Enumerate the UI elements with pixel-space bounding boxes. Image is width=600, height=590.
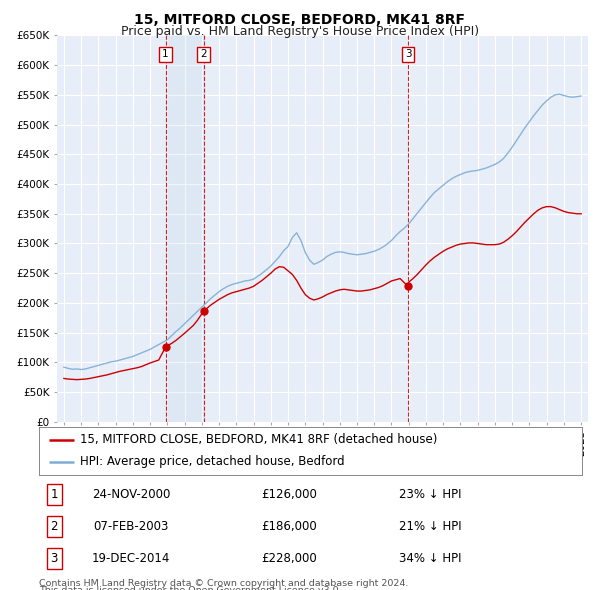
Text: 21% ↓ HPI: 21% ↓ HPI xyxy=(398,520,461,533)
Text: £126,000: £126,000 xyxy=(261,488,317,501)
Text: 1: 1 xyxy=(50,488,58,501)
Bar xyxy=(166,35,203,422)
Text: 3: 3 xyxy=(50,552,58,565)
Text: Contains HM Land Registry data © Crown copyright and database right 2024.: Contains HM Land Registry data © Crown c… xyxy=(39,579,409,588)
Text: 07-FEB-2003: 07-FEB-2003 xyxy=(94,520,169,533)
Text: HPI: Average price, detached house, Bedford: HPI: Average price, detached house, Bedf… xyxy=(80,455,344,468)
Text: 2: 2 xyxy=(50,520,58,533)
Text: 3: 3 xyxy=(404,50,412,60)
Text: 19-DEC-2014: 19-DEC-2014 xyxy=(92,552,170,565)
Text: £186,000: £186,000 xyxy=(261,520,317,533)
Text: 15, MITFORD CLOSE, BEDFORD, MK41 8RF (detached house): 15, MITFORD CLOSE, BEDFORD, MK41 8RF (de… xyxy=(80,433,437,446)
Text: 1: 1 xyxy=(163,50,169,60)
Text: 24-NOV-2000: 24-NOV-2000 xyxy=(92,488,170,501)
Text: 15, MITFORD CLOSE, BEDFORD, MK41 8RF: 15, MITFORD CLOSE, BEDFORD, MK41 8RF xyxy=(134,13,466,27)
Text: 34% ↓ HPI: 34% ↓ HPI xyxy=(399,552,461,565)
Text: Price paid vs. HM Land Registry's House Price Index (HPI): Price paid vs. HM Land Registry's House … xyxy=(121,25,479,38)
Text: 2: 2 xyxy=(200,50,207,60)
Text: 23% ↓ HPI: 23% ↓ HPI xyxy=(399,488,461,501)
Text: £228,000: £228,000 xyxy=(261,552,317,565)
Text: This data is licensed under the Open Government Licence v3.0.: This data is licensed under the Open Gov… xyxy=(39,586,341,590)
